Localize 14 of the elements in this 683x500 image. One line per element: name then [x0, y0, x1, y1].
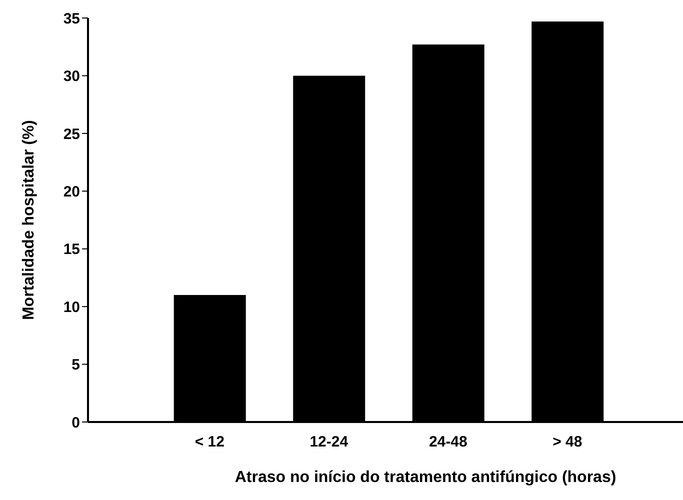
y-tick-label: 30 [63, 68, 80, 86]
y-tick-label: 5 [72, 356, 80, 374]
y-tick-label: 15 [63, 241, 80, 258]
y-tick-label: 20 [63, 183, 80, 200]
y-tick-label: 25 [63, 126, 80, 143]
y-tick-label: 35 [63, 10, 80, 28]
y-axis-title: Mortalidade hospitalar (%) [20, 120, 38, 320]
y-tick-label: 0 [72, 414, 80, 432]
x-axis-title: Atraso no início do tratamento antifúngico (horas) [234, 469, 616, 486]
x-tick-label: 24-48 [428, 434, 468, 451]
y-tick-label: 10 [63, 298, 80, 316]
x-tick-label: 12-24 [310, 434, 349, 451]
x-tick-label: < 12 [194, 434, 224, 451]
x-tick-label: > 48 [552, 434, 582, 451]
